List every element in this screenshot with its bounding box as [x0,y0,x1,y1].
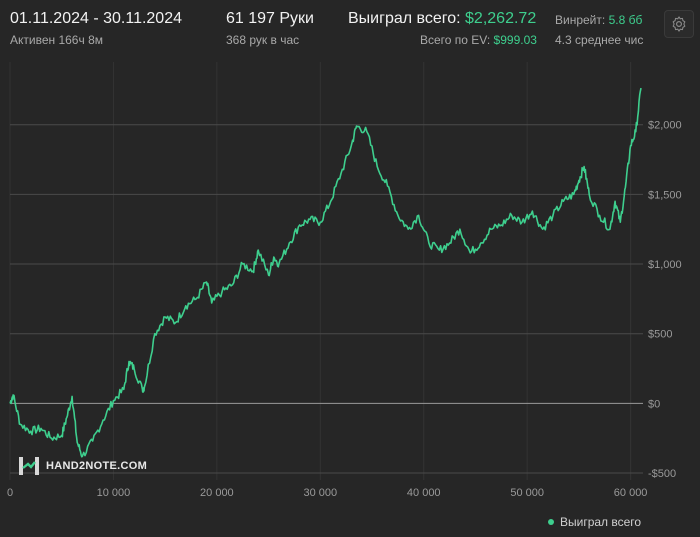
y-tick-label: $1,500 [648,189,682,201]
ev-value: $999.03 [493,33,537,47]
x-tick-label: 30 000 [303,487,337,499]
ev-total: Всего по EV: $999.03 [420,33,537,47]
won-total: Выиграл всего: $2,262.72 [348,10,536,28]
ev-label: Всего по EV: [420,33,491,47]
hands-per-hour: 368 рук в час [226,33,300,47]
chart-legend: Выиграл всего [548,515,641,529]
y-tick-label: $500 [648,329,672,341]
x-tick-label: 60 000 [614,487,648,499]
y-tick-label: $0 [648,398,660,410]
won-total-value: $2,262.72 [465,10,537,27]
winrate: Винрейт: 5.8 бб [555,13,651,27]
y-tick-label: -$500 [648,468,676,480]
settings-button[interactable] [664,10,694,38]
x-tick-label: 10 000 [97,487,131,499]
date-range: 01.11.2024 - 30.11.2024 [10,10,182,27]
winrate-label: Винрейт: [555,13,606,27]
gear-icon [672,16,686,32]
x-tick-label: 50 000 [510,487,544,499]
legend-marker [548,519,554,525]
series-line-won-total [9,87,642,458]
hand2note-logo-text: HAND2NOTE.COM [46,460,148,472]
hand2note-logo-icon [19,457,39,475]
hands-count: 61 197 Руки [226,10,314,27]
y-tick-label: $1,000 [648,259,682,271]
y-tick-label: $2,000 [648,120,682,132]
winrate-value: 5.8 бб [608,13,643,27]
x-tick-label: 40 000 [407,487,441,499]
average-text: 4.3 среднее чис [555,33,644,47]
legend-label: Выиграл всего [560,515,642,529]
x-tick-label: 20 000 [200,487,234,499]
won-total-label: Выиграл всего: [348,10,461,27]
active-time: Активен 166ч 8м [10,33,103,47]
x-tick-label: 0 [7,487,13,499]
hand2note-logo: HAND2NOTE.COM [18,456,147,476]
